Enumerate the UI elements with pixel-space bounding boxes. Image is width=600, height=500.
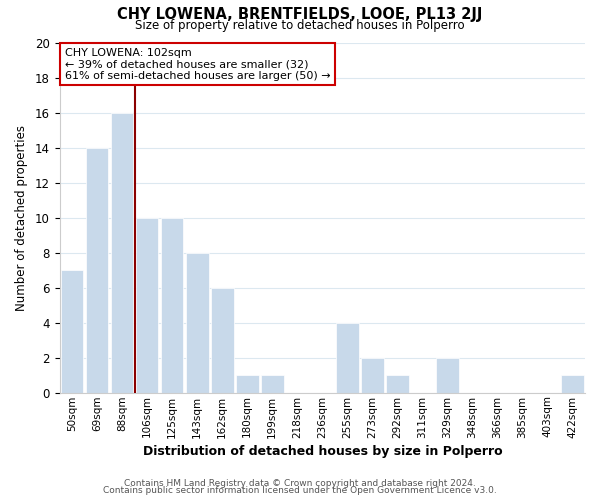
Text: CHY LOWENA, BRENTFIELDS, LOOE, PL13 2JJ: CHY LOWENA, BRENTFIELDS, LOOE, PL13 2JJ xyxy=(118,8,482,22)
Bar xyxy=(161,218,184,392)
Bar xyxy=(61,270,83,392)
Bar xyxy=(236,375,259,392)
Bar xyxy=(436,358,458,392)
Bar xyxy=(361,358,383,392)
Text: Size of property relative to detached houses in Polperro: Size of property relative to detached ho… xyxy=(135,18,465,32)
Text: Contains HM Land Registry data © Crown copyright and database right 2024.: Contains HM Land Registry data © Crown c… xyxy=(124,478,476,488)
Bar xyxy=(261,375,284,392)
Text: Contains public sector information licensed under the Open Government Licence v3: Contains public sector information licen… xyxy=(103,486,497,495)
Y-axis label: Number of detached properties: Number of detached properties xyxy=(15,124,28,310)
Bar xyxy=(86,148,109,392)
Bar xyxy=(336,322,359,392)
Bar xyxy=(186,252,209,392)
Text: CHY LOWENA: 102sqm
← 39% of detached houses are smaller (32)
61% of semi-detache: CHY LOWENA: 102sqm ← 39% of detached hou… xyxy=(65,48,331,81)
Bar xyxy=(561,375,584,392)
Bar xyxy=(386,375,409,392)
Bar xyxy=(136,218,158,392)
X-axis label: Distribution of detached houses by size in Polperro: Distribution of detached houses by size … xyxy=(143,444,502,458)
Bar xyxy=(211,288,233,393)
Bar xyxy=(111,112,133,392)
